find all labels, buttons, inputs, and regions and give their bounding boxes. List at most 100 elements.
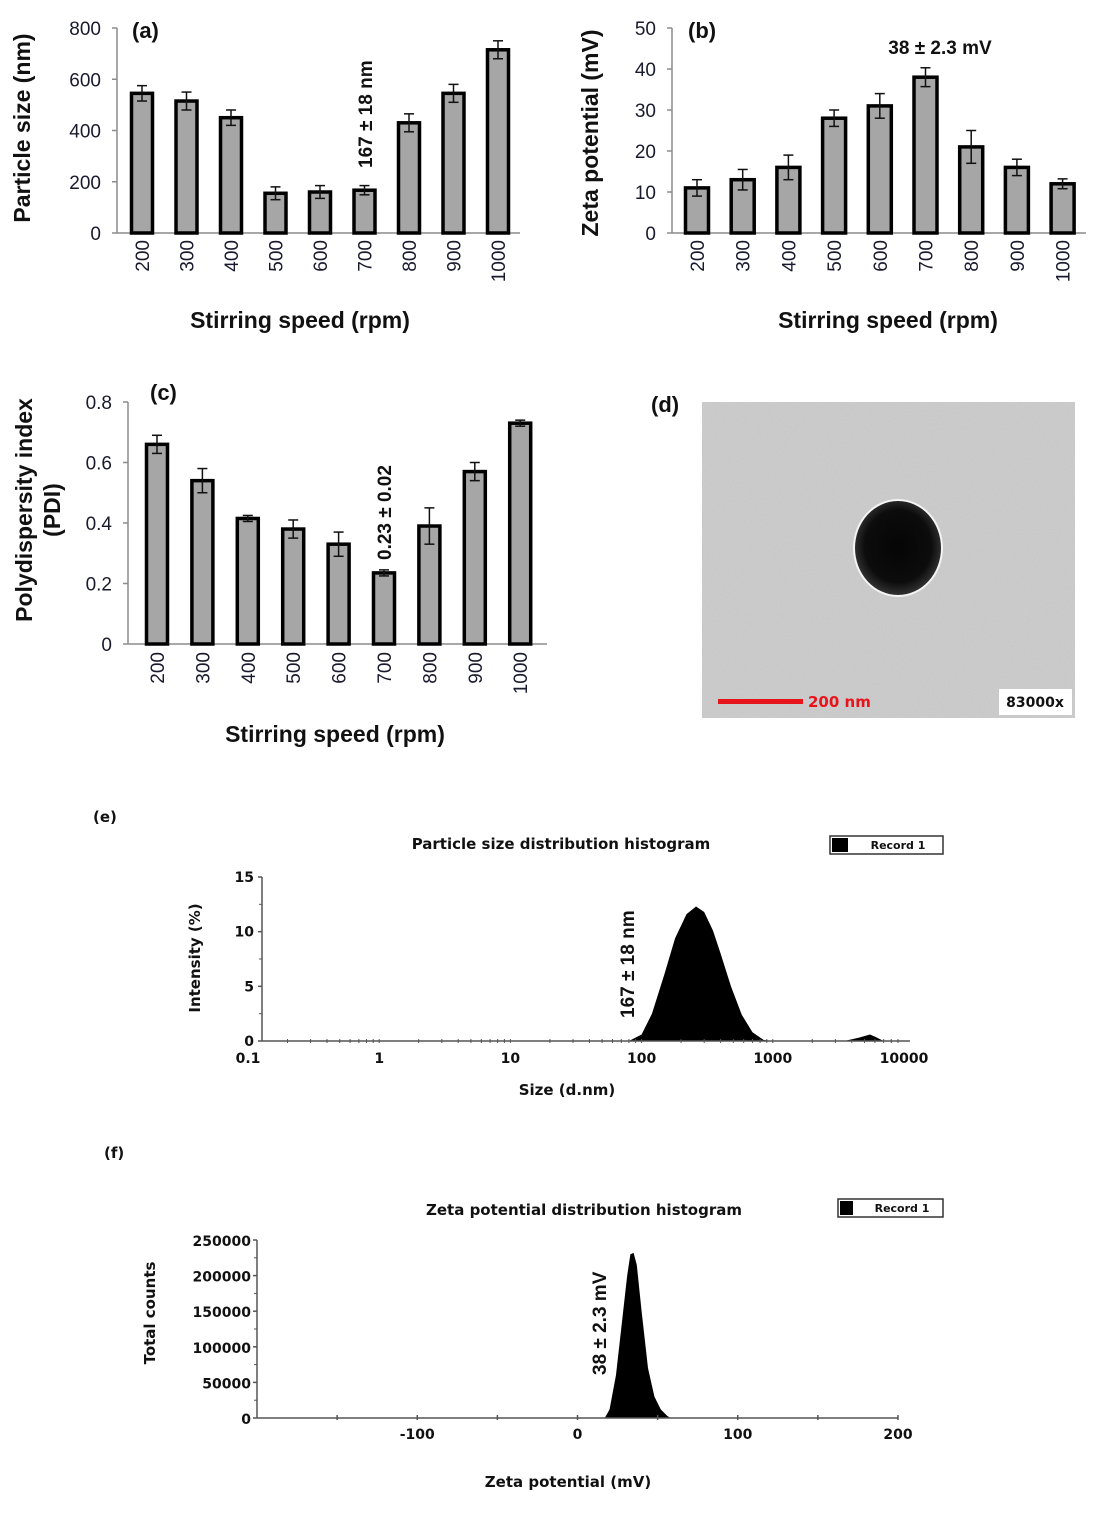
x-tick-label: 800 — [400, 240, 421, 272]
x-tick-label: 100 — [627, 1051, 656, 1067]
x-tick-label: 1000 — [1054, 240, 1075, 282]
panel-e-x-axis-label: Size (d.nm) — [519, 1081, 616, 1099]
panel-c-y-axis-label-line1: Polydispersity index — [11, 398, 37, 622]
y-tick-label: 5 — [244, 979, 254, 995]
y-tick-label: 40 — [635, 60, 656, 81]
panel-a-label: (a) — [132, 18, 159, 43]
panel-f-legend-text: Record 1 — [875, 1202, 930, 1215]
bar — [396, 121, 422, 235]
bar — [352, 188, 377, 235]
bar — [820, 116, 848, 235]
bar — [235, 516, 261, 646]
panel-e-label: (e) — [93, 808, 117, 826]
y-tick-label: 150000 — [193, 1305, 252, 1321]
y-tick-label: 50000 — [202, 1376, 251, 1392]
x-tick-label: 400 — [222, 240, 243, 272]
y-tick-label: 0.6 — [86, 454, 112, 475]
bar — [218, 115, 244, 235]
y-tick-label: 10 — [235, 925, 255, 941]
panel-a-annotation: 167 ± 18 nm — [356, 60, 377, 168]
bar — [1049, 182, 1076, 235]
panel-f-zeta-distribution: (f) Zeta potential distribution histogra… — [104, 1144, 944, 1491]
bar — [144, 442, 170, 646]
bar — [912, 75, 939, 235]
bar — [441, 91, 466, 235]
y-tick-label: 20 — [635, 142, 656, 163]
x-tick-label: 0 — [573, 1427, 583, 1443]
bar — [174, 99, 199, 235]
x-tick-label: 300 — [178, 240, 199, 272]
y-tick-label: 400 — [69, 122, 101, 143]
bar — [507, 421, 533, 646]
panel-b-zeta-potential-chart: (b) 38 ± 2.3 mV Zeta potential (mV) Stir… — [577, 18, 1086, 333]
panel-d-tem-image: (d) 200 nm 83000x — [651, 392, 1075, 718]
x-tick-label: 600 — [871, 240, 892, 272]
x-tick-label: 1000 — [489, 240, 510, 282]
x-tick-label: 700 — [375, 652, 396, 684]
panel-d-label: (d) — [651, 392, 679, 417]
panel-e-size-distribution: (e) Particle size distribution histogram… — [93, 808, 944, 1099]
bar — [190, 478, 215, 646]
magnification-label: 83000x — [1006, 695, 1064, 711]
scale-bar — [718, 699, 803, 704]
panel-f-x-axis-label: Zeta potential (mV) — [485, 1473, 651, 1491]
magnification-box — [999, 689, 1072, 715]
x-tick-label: 200 — [883, 1427, 912, 1443]
panel-a-x-axis-label: Stirring speed (rpm) — [190, 307, 410, 333]
x-tick-label: 400 — [239, 652, 260, 684]
y-tick-label: 15 — [235, 870, 254, 886]
distribution-area — [604, 1252, 671, 1418]
y-tick-label: 0.2 — [86, 575, 112, 596]
panel-e-legend: Record 1 — [829, 835, 944, 855]
x-tick-label: 1 — [374, 1051, 384, 1067]
x-tick-label: 10 — [501, 1051, 521, 1067]
x-tick-label: 400 — [779, 240, 800, 272]
y-tick-label: 200000 — [193, 1270, 252, 1286]
y-tick-label: 0 — [645, 224, 656, 245]
y-tick-label: 600 — [69, 70, 101, 91]
y-tick-label: 30 — [635, 101, 656, 122]
x-tick-label: 0.1 — [236, 1051, 261, 1067]
panel-a-particle-size-chart: (a) 167 ± 18 nm Particle size (nm) Stirr… — [9, 18, 520, 333]
y-tick-label: 100000 — [193, 1341, 252, 1357]
x-tick-label: 200 — [148, 652, 169, 684]
panel-e-legend-swatch — [832, 838, 848, 852]
scale-bar-label: 200 nm — [808, 693, 871, 711]
x-tick-label: 600 — [330, 652, 351, 684]
bar — [371, 571, 397, 646]
x-tick-label: 200 — [133, 240, 154, 272]
x-tick-label: 500 — [267, 240, 288, 272]
x-tick-label: 500 — [825, 240, 846, 272]
y-tick-label: 0 — [101, 635, 112, 656]
x-tick-label: 600 — [311, 240, 332, 272]
panel-e-title: Particle size distribution histogram — [412, 835, 711, 853]
panel-e-annotation: 167 ± 18 nm — [618, 910, 639, 1018]
x-tick-label: 300 — [734, 240, 755, 272]
bar — [462, 469, 488, 646]
panel-f-y-axis-label: Total counts — [141, 1262, 159, 1365]
panel-c-y-axis-label-line2: (PDI) — [39, 483, 65, 537]
bar — [1003, 165, 1031, 235]
y-tick-label: 0.8 — [86, 393, 112, 414]
nanoparticle — [855, 501, 941, 595]
panel-b-x-axis-label: Stirring speed (rpm) — [778, 307, 998, 333]
panel-e-legend-box — [829, 835, 944, 855]
y-tick-label: 250000 — [193, 1234, 252, 1250]
x-tick-label: 10000 — [880, 1051, 929, 1067]
y-tick-label: 10 — [635, 183, 656, 204]
x-tick-label: 1000 — [753, 1051, 792, 1067]
y-tick-label: 800 — [69, 19, 101, 40]
x-tick-label: 900 — [1008, 240, 1029, 272]
bar — [280, 527, 306, 646]
panel-f-legend-swatch — [840, 1201, 853, 1215]
bar — [866, 104, 894, 235]
x-tick-label: 1000 — [511, 652, 532, 694]
distribution-area — [628, 906, 884, 1041]
x-tick-label: -100 — [400, 1427, 435, 1443]
y-tick-label: 0 — [244, 1034, 254, 1050]
panel-c-label: (c) — [150, 380, 177, 405]
x-tick-label: 500 — [284, 652, 305, 684]
panel-b-label: (b) — [688, 18, 716, 43]
x-tick-label: 900 — [445, 240, 466, 272]
